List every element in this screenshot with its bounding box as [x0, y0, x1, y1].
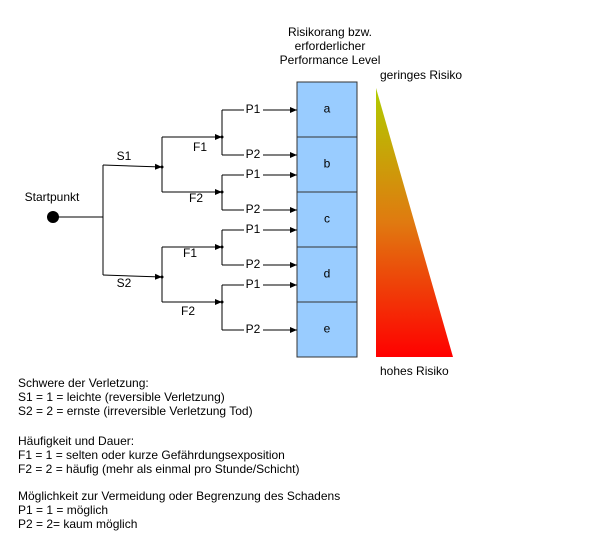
level-label: c	[324, 212, 330, 226]
avoidance-label: P1	[246, 102, 261, 116]
level-label: e	[324, 322, 331, 336]
level-label: d	[324, 267, 331, 281]
node	[220, 300, 224, 304]
header-line: Risikorang bzw.	[288, 25, 372, 39]
avoidance-label: P1	[246, 277, 261, 291]
low-risk-label: geringes Risiko	[380, 68, 462, 82]
legend-heading: Schwere der Verletzung:	[18, 376, 149, 390]
level-box	[296, 301, 358, 358]
legend-item: P1 = 1 = möglich	[18, 503, 108, 517]
level-box	[296, 136, 358, 193]
level-box	[296, 81, 358, 138]
avoidance-label: P2	[246, 257, 261, 271]
header-line: erforderlicher	[295, 39, 366, 53]
high-risk-label: hohes Risiko	[380, 364, 449, 378]
node	[220, 245, 224, 249]
avoidance-label: P2	[246, 202, 261, 216]
risk-triangle	[376, 88, 453, 357]
frequency-label: F1	[193, 140, 207, 154]
legend-item: S1 = 1 = leichte (reversible Verletzung)	[18, 390, 225, 404]
legend-heading: Möglichkeit zur Vermeidung oder Begrenzu…	[18, 489, 340, 503]
legend-item: F2 = 2 = häufig (mehr als einmal pro Stu…	[18, 462, 299, 476]
legend-heading: Häufigkeit und Dauer:	[18, 434, 134, 448]
connector	[102, 163, 163, 170]
legend-item: S2 = 2 = ernste (irreversible Verletzung…	[18, 404, 253, 418]
avoidance-label: P2	[246, 322, 261, 336]
level-box	[296, 246, 358, 303]
start-label: Startpunkt	[25, 190, 80, 204]
node	[220, 190, 224, 194]
avoidance-label: P2	[246, 147, 261, 161]
node	[160, 275, 164, 279]
avoidance-label: P1	[246, 222, 261, 236]
severity-label: S1	[117, 149, 132, 163]
frequency-label: F2	[189, 191, 203, 205]
avoidance-label: P1	[246, 167, 261, 181]
frequency-label: F1	[183, 246, 197, 260]
connector	[102, 273, 163, 280]
severity-label: S2	[117, 276, 132, 290]
node	[160, 165, 164, 169]
node	[220, 135, 224, 139]
level-label: b	[324, 157, 331, 171]
frequency-label: F2	[181, 304, 195, 318]
legend-item: F1 = 1 = selten oder kurze Gefährdungsex…	[18, 448, 285, 462]
header-line: Performance Level	[280, 53, 381, 67]
legend-item: P2 = 2= kaum möglich	[18, 517, 137, 531]
level-label: a	[324, 102, 331, 116]
